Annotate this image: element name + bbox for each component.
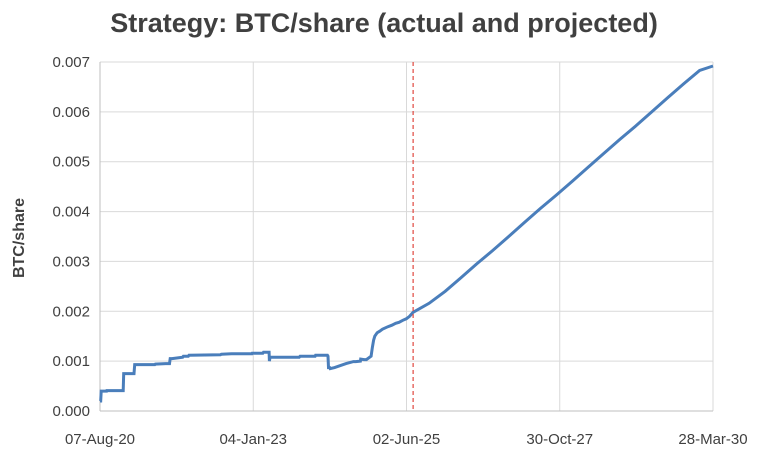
x-tick-label: 30-Oct-27 (526, 431, 593, 448)
y-tick-label: 0.005 (52, 154, 90, 171)
y-axis-label: BTC/share (11, 198, 28, 278)
y-tick-label: 0.002 (52, 303, 90, 320)
y-tick-label: 0.000 (52, 403, 90, 420)
x-tick-label: 02-Jun-25 (373, 431, 441, 448)
axes (99, 62, 713, 412)
y-tick-label: 0.006 (52, 104, 90, 121)
x-tick-label: 04-Jan-23 (219, 431, 287, 448)
chart-title: Strategy: BTC/share (actual and projecte… (110, 8, 658, 38)
y-tick-label: 0.007 (52, 54, 90, 71)
y-tick-label: 0.003 (52, 253, 90, 270)
tick-labels: 0.000 0.001 0.002 0.003 0.004 0.005 0.006 0.007… (52, 54, 747, 448)
y-tick-label: 0.004 (52, 204, 90, 221)
x-tick-label: 07-Aug-20 (65, 431, 135, 448)
gridlines (100, 61, 714, 411)
y-tick-label: 0.001 (52, 353, 90, 370)
series-line (99, 64, 714, 403)
series (99, 64, 714, 403)
x-tick-label: 28-Mar-30 (678, 431, 747, 448)
